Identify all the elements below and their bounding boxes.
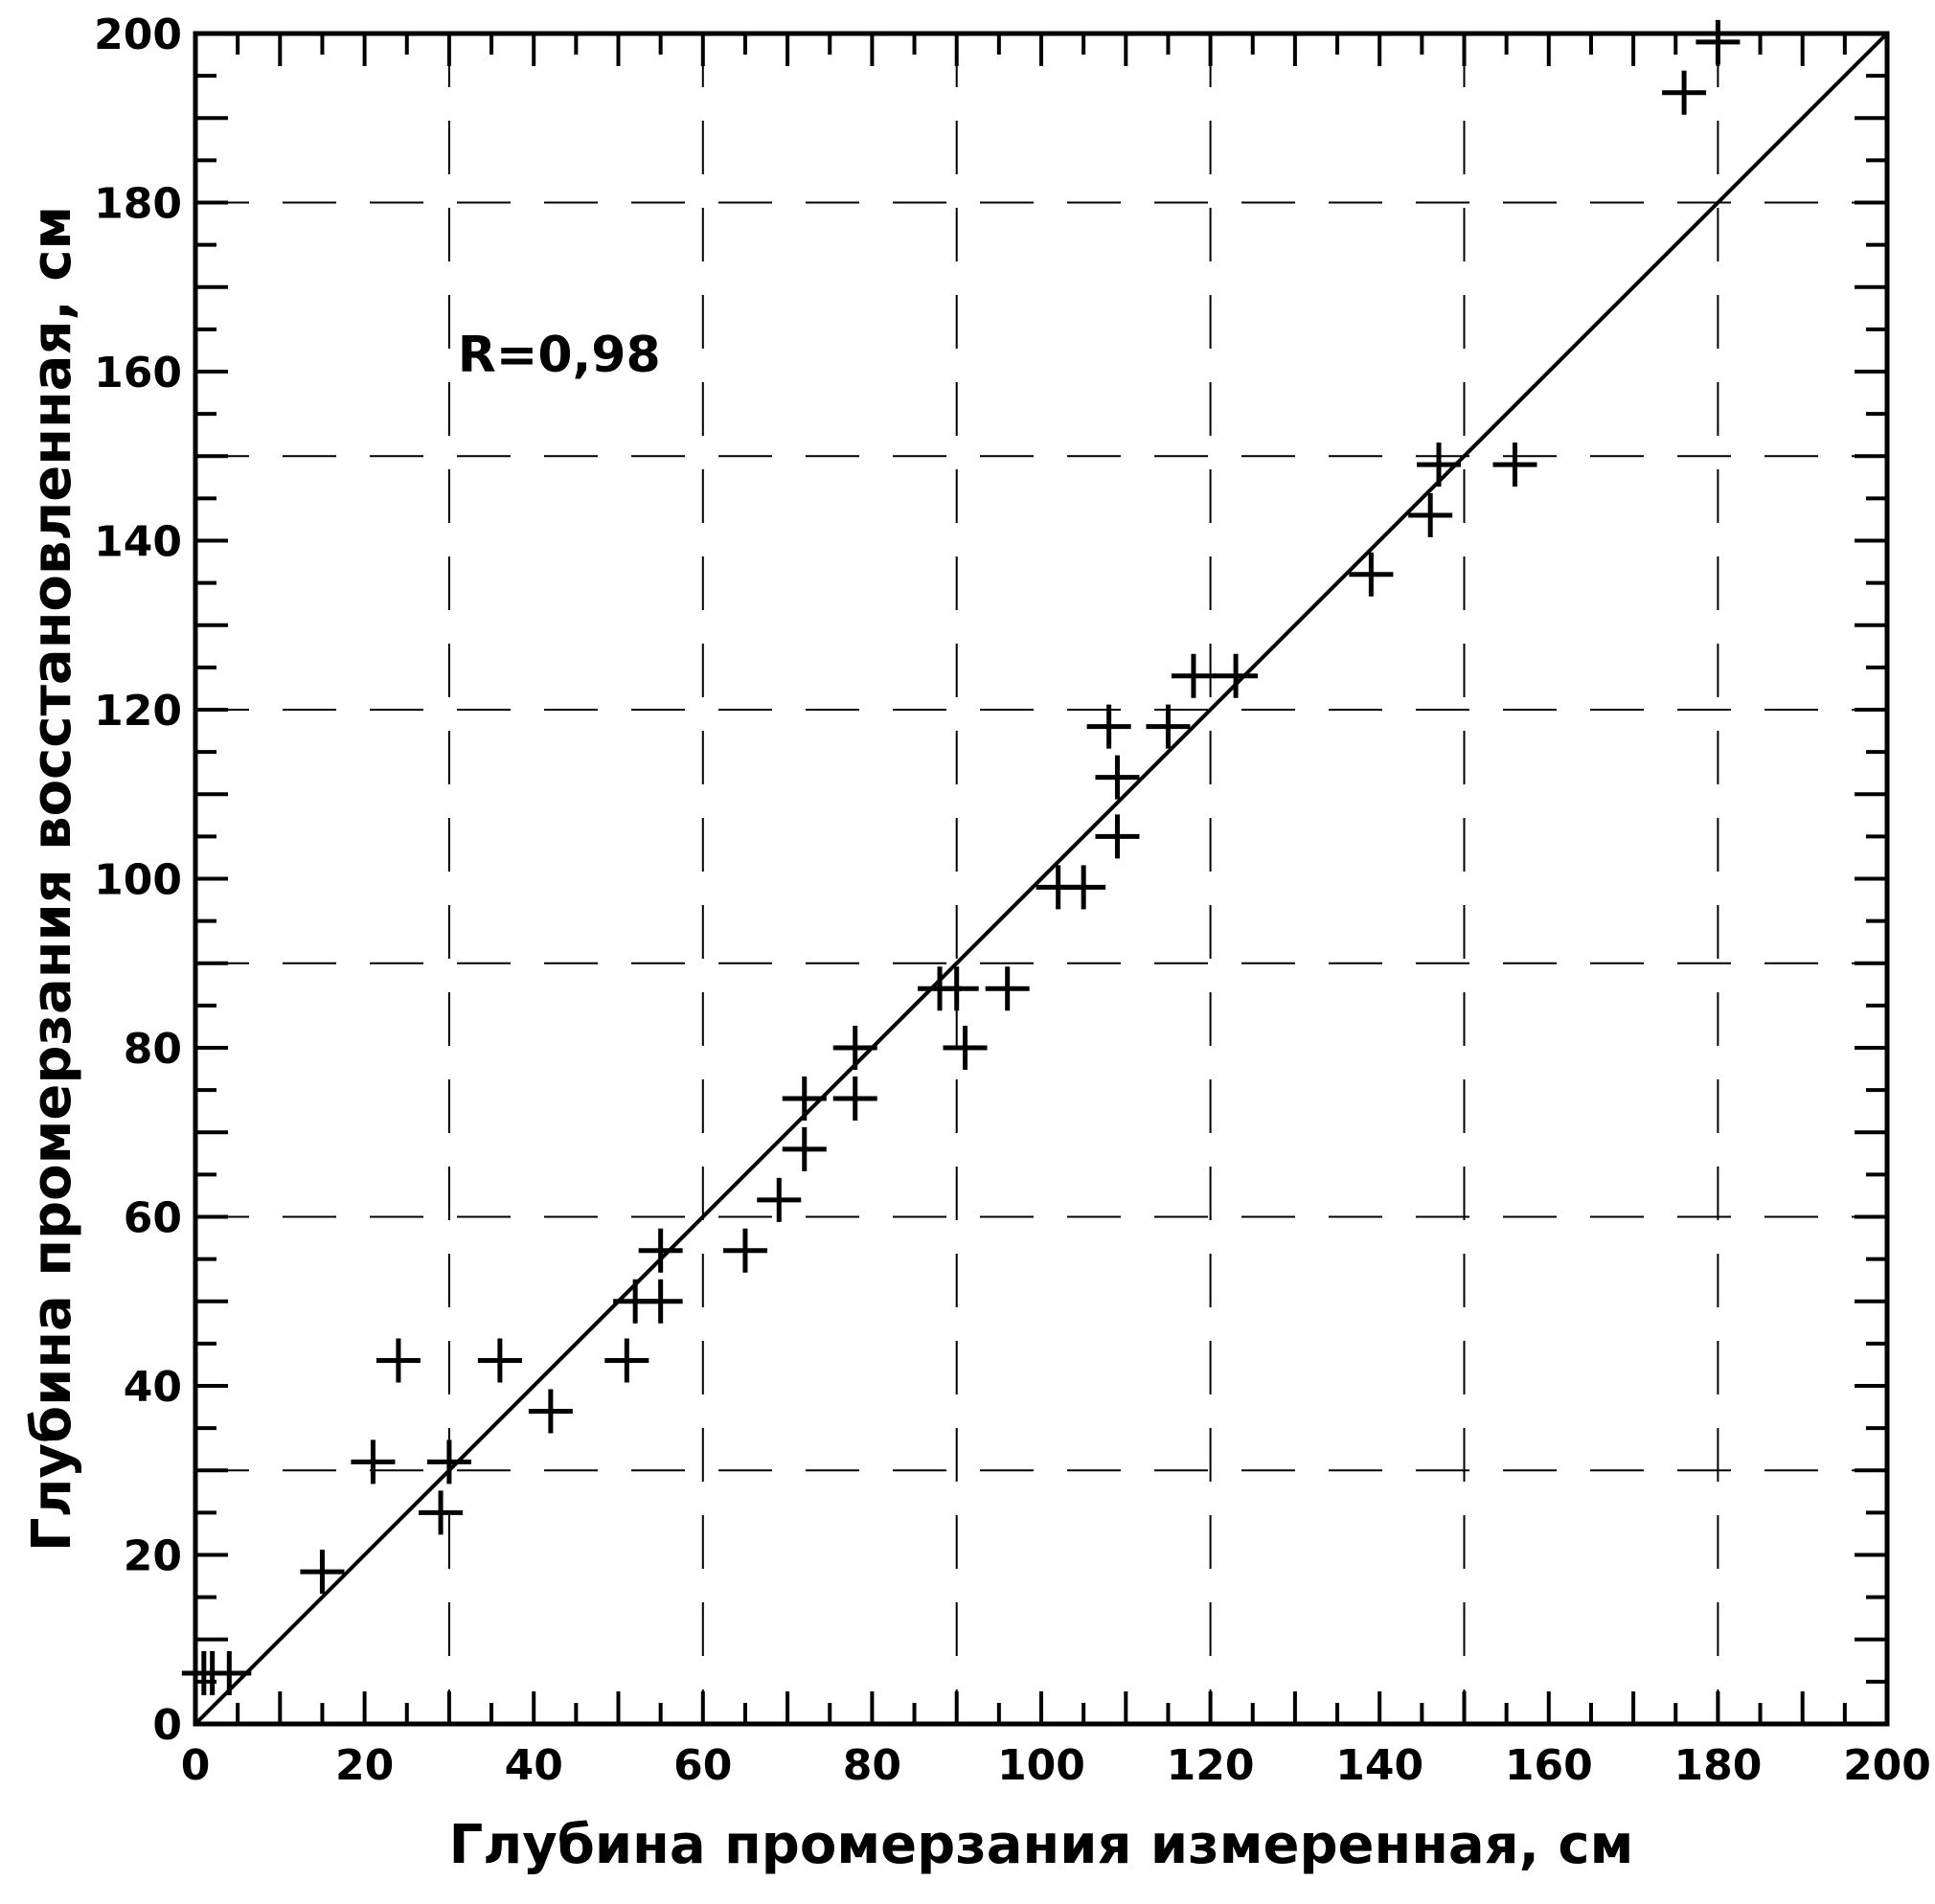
y-tick-label: 80 <box>124 1025 182 1074</box>
data-point <box>1095 755 1140 800</box>
data-point <box>351 1439 396 1485</box>
data-point <box>376 1338 421 1383</box>
x-tick-label: 140 <box>1335 1741 1423 1790</box>
data-point <box>638 1228 683 1273</box>
correlation-annotation: R=0,98 <box>458 327 661 384</box>
data-point <box>832 1076 877 1121</box>
x-tick-label: 180 <box>1673 1741 1762 1790</box>
y-tick-label: 200 <box>94 11 182 59</box>
data-point <box>782 1076 827 1121</box>
data-point <box>638 1279 683 1324</box>
data-point <box>1086 704 1131 749</box>
x-tick-label: 20 <box>335 1741 394 1790</box>
x-tick-label: 0 <box>181 1741 211 1790</box>
reference-line <box>194 32 1889 1726</box>
y-tick-label: 60 <box>124 1194 182 1243</box>
data-point <box>1417 442 1462 487</box>
data-point <box>1662 70 1707 115</box>
data-point <box>943 1026 988 1070</box>
data-point <box>207 1651 252 1696</box>
y-tick-label: 180 <box>94 180 182 229</box>
y-tick-label: 40 <box>124 1363 182 1412</box>
data-point <box>1492 442 1537 487</box>
x-tick-label: 40 <box>505 1741 563 1790</box>
data-point <box>934 966 979 1011</box>
data-points <box>181 19 1741 1696</box>
y-tick-label: 0 <box>152 1701 182 1750</box>
data-point <box>477 1338 522 1383</box>
data-point <box>1095 814 1140 859</box>
tick-marks <box>194 32 1889 1726</box>
y-tick-label: 160 <box>94 349 182 397</box>
data-point <box>1349 552 1394 597</box>
y-tick-label: 140 <box>94 518 182 567</box>
y-tick-label: 20 <box>124 1532 182 1581</box>
y-tick-label: 100 <box>94 856 182 905</box>
data-point <box>1061 865 1106 910</box>
y-axis-label: Глубина промерзания восстановленная, см <box>21 206 83 1552</box>
x-tick-label: 120 <box>1167 1741 1255 1790</box>
data-point <box>757 1177 802 1222</box>
data-point <box>1171 653 1216 698</box>
data-point <box>426 1439 471 1485</box>
data-point <box>528 1389 573 1434</box>
y-tick-label: 120 <box>94 687 182 736</box>
data-point <box>1146 704 1191 749</box>
data-point <box>604 1338 649 1383</box>
x-tick-label: 80 <box>843 1741 901 1790</box>
data-point <box>1214 653 1259 698</box>
data-point <box>985 966 1030 1011</box>
x-tick-label: 60 <box>673 1741 732 1790</box>
reference-line-layer <box>194 32 1889 1726</box>
data-point <box>832 1026 877 1070</box>
data-point <box>1408 493 1453 538</box>
data-point <box>419 1490 464 1535</box>
x-tick-label: 160 <box>1505 1741 1593 1790</box>
grid-lines <box>195 34 1887 1724</box>
data-point <box>722 1228 767 1273</box>
x-tick-label: 100 <box>997 1741 1085 1790</box>
tick-labels: 0 20 40 60 80 100 120 140 160 180 200 0 20 40 60 80 100 1… <box>94 11 1931 1790</box>
x-tick-label: 200 <box>1843 1741 1931 1790</box>
data-point <box>300 1550 345 1595</box>
x-axis-label: Глубина промерзания измеренная, см <box>449 1814 1634 1876</box>
data-point <box>782 1126 827 1171</box>
